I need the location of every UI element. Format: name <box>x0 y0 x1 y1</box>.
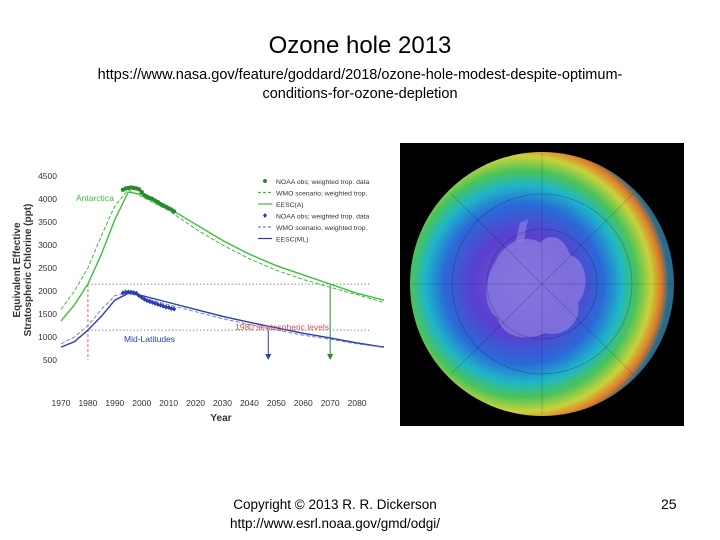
return-arrowhead-midlat <box>265 354 272 360</box>
y-tick-label: 2500 <box>38 263 57 273</box>
legend-label: EESC(ML) <box>276 237 308 244</box>
legend-marker <box>263 179 267 183</box>
x-tick-label: 2030 <box>213 398 232 408</box>
slide-title: Ozone hole 2013 <box>268 32 452 59</box>
y-tick-label: 500 <box>43 355 57 365</box>
y-tick-label: 1500 <box>38 309 57 319</box>
legend-label: WMO scenario; weighted trop. <box>276 225 368 232</box>
x-tick-label: 2010 <box>159 398 178 408</box>
series-noaa-ml-point <box>128 289 134 295</box>
x-tick-label: 2070 <box>321 398 340 408</box>
series-noaa-ml-point <box>147 299 153 305</box>
y-tick-label: 4500 <box>38 171 57 181</box>
x-axis-label: Year <box>210 413 231 424</box>
series-noaa-ml-point <box>171 306 177 312</box>
eesc-chart: 500 1000 1500 2000 2500 3000 3500 4000 4500 1970… <box>12 171 385 424</box>
x-tick-label: 1980 <box>78 398 97 408</box>
series-eesc-a <box>60 191 385 322</box>
series-wmo-a <box>60 189 385 310</box>
x-tick-label: 2060 <box>294 398 313 408</box>
legend-label: WMO scenario; weighted trop. <box>276 191 368 198</box>
footer-credit: Copyright © 2013 R. R. Dickerson http://… <box>190 495 480 533</box>
series-noaa-ml-point <box>126 289 131 295</box>
series-noaa-a-point <box>171 209 177 214</box>
series-noaa-a-point <box>136 187 142 192</box>
legend-label: NOAA obs; weighted trop. data <box>276 214 370 221</box>
y-axis-label-line2: Stratospheric Chlorine (ppt) <box>23 204 34 337</box>
series-noaa-ml-point <box>169 305 174 311</box>
y-tick-label: 3000 <box>38 240 57 250</box>
annotation-midlat: Mid-Latitudes <box>124 334 175 344</box>
x-tick-label: 1970 <box>52 398 71 408</box>
x-tick-label: 2080 <box>348 398 367 408</box>
y-axis-label-line1: Equivalent Effective <box>12 222 23 317</box>
x-tick-label: 2050 <box>267 398 286 408</box>
x-tick-label: 2040 <box>240 398 259 408</box>
series-noaa-ml-point <box>163 304 169 310</box>
source-url: https://www.nasa.gov/feature/goddard/201… <box>40 66 680 104</box>
series-noaa-ml-point <box>139 294 144 300</box>
series-eesc-ml <box>60 292 385 348</box>
antarctica-outline <box>486 236 586 338</box>
series-noaa-a-point <box>139 189 144 195</box>
legend-label: NOAA obs; weighted trop. data <box>276 179 370 186</box>
y-tick-label: 2000 <box>38 286 57 296</box>
return-arrowhead-antarctica <box>327 354 334 360</box>
source-url-line2: conditions-for-ozone-depletion <box>262 86 458 102</box>
x-tick-label: 2000 <box>132 398 151 408</box>
series-wmo-ml <box>60 292 385 349</box>
legend-marker <box>263 213 267 218</box>
page-number: 25 <box>661 496 677 512</box>
annotation-antarctica: Antarctica <box>76 193 114 203</box>
ozone-hole-image <box>400 143 684 426</box>
series-noaa-ml-point <box>123 289 128 295</box>
footer-url[interactable]: http://www.esrl.noaa.gov/gmd/odgi/ <box>229 516 441 531</box>
y-tick-label: 1000 <box>38 332 57 342</box>
x-tick-label: 1990 <box>105 398 124 408</box>
series-noaa-ml-point <box>134 290 139 296</box>
y-tick-label: 4000 <box>38 194 57 204</box>
source-url-line1: https://www.nasa.gov/feature/goddard/201… <box>97 67 623 83</box>
series-noaa-ml-point <box>144 298 150 304</box>
series-noaa-ml-point <box>158 302 163 308</box>
x-tick-label: 2020 <box>186 398 205 408</box>
series-noaa-ml-point <box>150 300 155 305</box>
copyright-text: Copyright © 2013 R. R. Dickerson <box>233 497 437 512</box>
legend-label: EESC(A) <box>276 202 304 209</box>
annotation-levels: 1980 stratospheric levels <box>235 322 329 332</box>
y-tick-label: 3500 <box>38 217 57 227</box>
